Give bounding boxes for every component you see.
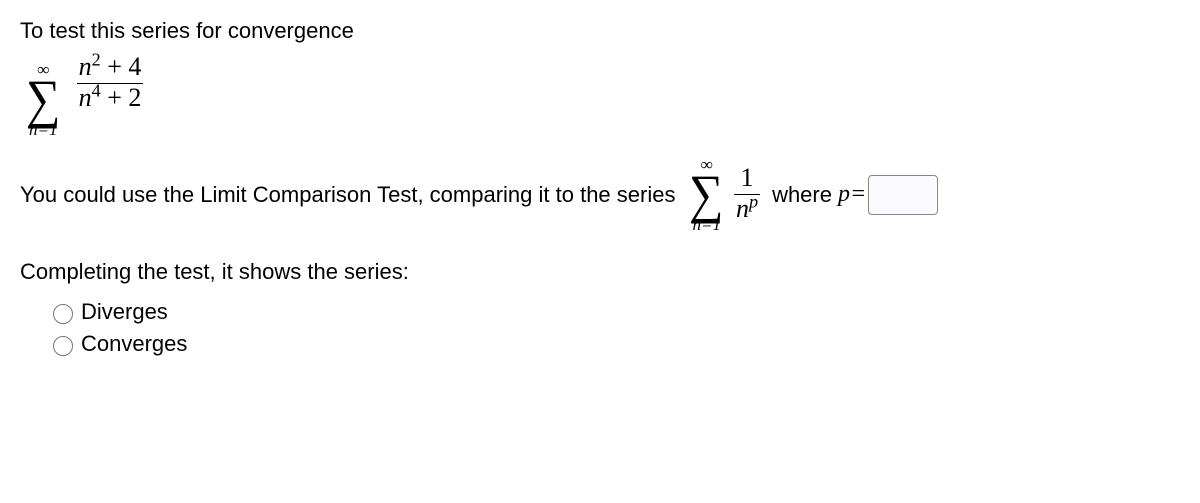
lct-line: You could use the Limit Comparison Test,… — [20, 156, 1180, 233]
compare-den: np — [734, 196, 760, 224]
compare-num: 1 — [739, 165, 756, 193]
p-label: p= — [838, 181, 866, 208]
radio-diverges[interactable] — [53, 304, 73, 324]
intro-label: To test this series for convergence — [20, 18, 354, 44]
choice-converges[interactable]: Converges — [48, 331, 1180, 357]
compare-fraction: 1 np — [734, 165, 760, 224]
denominator: n4 + 2 — [77, 85, 144, 113]
radio-converges[interactable] — [53, 336, 73, 356]
diverges-label: Diverges — [81, 299, 168, 325]
intro-text: To test this series for convergence — [20, 18, 1180, 44]
where-label: where — [772, 182, 832, 208]
series-fraction: n2 + 4 n4 + 2 — [77, 54, 144, 113]
lct-text: You could use the Limit Comparison Test,… — [20, 182, 675, 208]
sigma-sum: ∞ ∑ n=1 — [24, 61, 63, 138]
completing-label: Completing the test, it shows the series… — [20, 259, 409, 285]
choice-diverges[interactable]: Diverges — [48, 299, 1180, 325]
result-choices: Diverges Converges — [20, 299, 1180, 357]
completing-text: Completing the test, it shows the series… — [20, 259, 1180, 285]
numerator: n2 + 4 — [77, 54, 144, 82]
main-series: ∞ ∑ n=1 n2 + 4 n4 + 2 — [20, 54, 1180, 138]
compare-sigma: ∑ — [689, 173, 724, 216]
p-input[interactable] — [868, 175, 938, 215]
compare-sum: ∞ ∑ n=1 — [687, 156, 726, 233]
sigma-symbol: ∑ — [26, 78, 61, 121]
converges-label: Converges — [81, 331, 187, 357]
